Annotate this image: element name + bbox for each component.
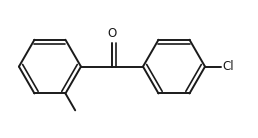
Text: Cl: Cl	[222, 60, 234, 73]
Text: O: O	[107, 27, 117, 40]
